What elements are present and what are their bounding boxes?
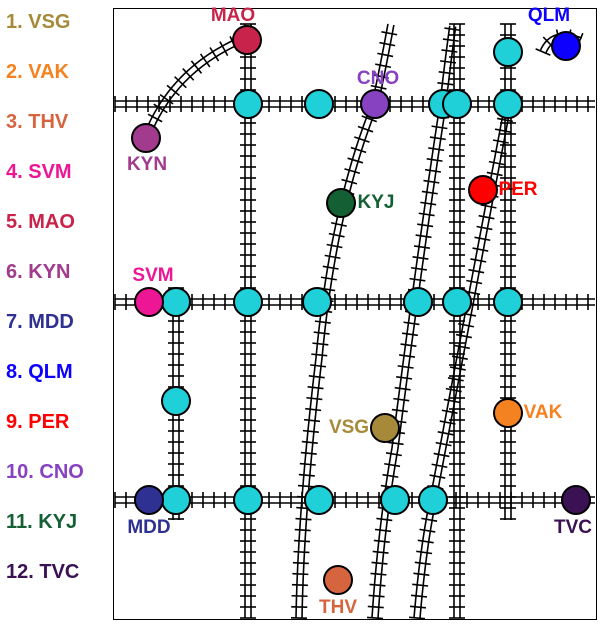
legend-number: 6.: [6, 261, 23, 283]
station-kyn: [131, 123, 161, 153]
junction-node: [380, 485, 410, 515]
junction-node: [302, 287, 332, 317]
legend-number: 9.: [6, 411, 23, 433]
station-label-mdd: MDD: [127, 517, 170, 539]
junction-node: [233, 89, 263, 119]
legend-number: 4.: [6, 161, 23, 183]
legend-code: PER: [23, 411, 70, 433]
junction-node: [304, 485, 334, 515]
junction-node: [418, 485, 448, 515]
legend-item: 1. VSG: [6, 12, 84, 32]
legend-code: MAO: [23, 211, 75, 233]
station-cno: [360, 89, 390, 119]
station-label-qlm: QLM: [528, 5, 570, 27]
station-label-per: PER: [498, 179, 537, 201]
rail-diagram: MAO QLM CNO KYN KYJ PER SVM VSG VAK MDD TVC THV: [113, 8, 597, 620]
station-per: [468, 175, 498, 205]
root: 1. VSG 2. VAK 3. THV 4. SVM 5. MAO 6. KYN 7. M…: [0, 0, 602, 626]
station-label-tvc: TVC: [554, 517, 592, 539]
legend-list: 1. VSG 2. VAK 3. THV 4. SVM 5. MAO 6. KYN 7. M…: [6, 12, 84, 612]
legend-item: 11. KYJ: [6, 512, 84, 532]
station-kyj: [326, 188, 356, 218]
junction-node: [403, 287, 433, 317]
junction-node: [442, 287, 472, 317]
legend-item: 6. KYN: [6, 262, 84, 282]
station-qlm: [551, 31, 581, 61]
legend-code: KYN: [23, 261, 71, 283]
legend-item: 10. CNO: [6, 462, 84, 482]
station-tvc: [561, 485, 591, 515]
junction-node: [493, 37, 523, 67]
station-label-kyj: KYJ: [358, 192, 395, 214]
legend-number: 1.: [6, 11, 23, 33]
legend-item: 3. THV: [6, 112, 84, 132]
junction-node: [233, 287, 263, 317]
station-mdd: [134, 485, 164, 515]
legend-item: 9. PER: [6, 412, 84, 432]
legend-code: VSG: [23, 11, 71, 33]
junction-node: [493, 287, 523, 317]
legend-code: KYJ: [33, 511, 77, 533]
legend-item: 5. MAO: [6, 212, 84, 232]
station-label-vak: VAK: [524, 402, 563, 424]
junction-node: [161, 287, 191, 317]
legend-number: 11.: [6, 511, 33, 533]
legend-item: 12. TVC: [6, 562, 84, 582]
junction-node: [442, 89, 472, 119]
legend-item: 8. QLM: [6, 362, 84, 382]
station-vak: [493, 398, 523, 428]
station-mao: [232, 25, 262, 55]
legend-code: THV: [23, 111, 69, 133]
legend-item: 4. SVM: [6, 162, 84, 182]
junction-node: [161, 485, 191, 515]
legend-number: 7.: [6, 311, 23, 333]
station-vsg: [370, 413, 400, 443]
legend-code: SVM: [23, 161, 72, 183]
station-label-thv: THV: [319, 597, 357, 619]
legend-number: 3.: [6, 111, 23, 133]
legend-number: 5.: [6, 211, 23, 233]
tracks-svg: [113, 8, 597, 620]
station-label-cno: CNO: [357, 68, 399, 90]
legend-item: 2. VAK: [6, 62, 84, 82]
legend-number: 12.: [6, 561, 34, 583]
legend-number: 10.: [6, 461, 34, 483]
station-label-mao: MAO: [211, 5, 255, 27]
legend-code: VAK: [23, 61, 69, 83]
legend-item: 7. MDD: [6, 312, 84, 332]
junction-node: [233, 485, 263, 515]
station-label-svm: SVM: [132, 265, 173, 287]
station-label-kyn: KYN: [127, 154, 167, 176]
junction-node: [304, 89, 334, 119]
legend-code: QLM: [23, 361, 73, 383]
junction-node: [161, 386, 191, 416]
legend-code: MDD: [23, 311, 74, 333]
legend-code: TVC: [34, 561, 80, 583]
station-thv: [323, 565, 353, 595]
junction-node: [493, 89, 523, 119]
legend-number: 2.: [6, 61, 23, 83]
legend-code: CNO: [34, 461, 84, 483]
legend-number: 8.: [6, 361, 23, 383]
station-svm: [134, 287, 164, 317]
station-label-vsg: VSG: [329, 417, 369, 439]
